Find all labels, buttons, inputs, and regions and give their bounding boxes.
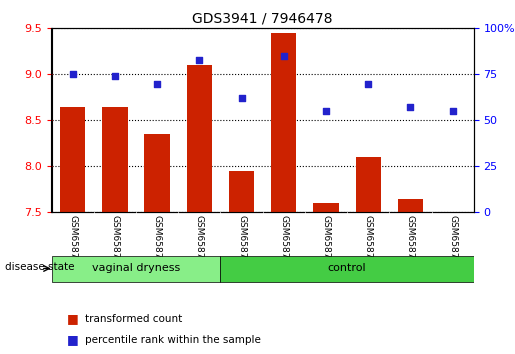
Text: percentile rank within the sample: percentile rank within the sample <box>85 335 261 345</box>
Text: GSM658731: GSM658731 <box>448 215 457 269</box>
Point <box>237 96 246 101</box>
Text: GSM658725: GSM658725 <box>279 215 288 269</box>
FancyBboxPatch shape <box>52 256 220 282</box>
Text: control: control <box>328 263 367 274</box>
Point <box>364 81 372 86</box>
Text: GSM658726: GSM658726 <box>321 215 331 269</box>
Bar <box>398 199 423 212</box>
Point <box>68 72 77 77</box>
Text: ■: ■ <box>67 333 79 346</box>
Bar <box>313 203 339 212</box>
Bar <box>355 157 381 212</box>
Title: GDS3941 / 7946478: GDS3941 / 7946478 <box>193 12 333 26</box>
Text: disease state: disease state <box>5 262 75 272</box>
Text: GSM658727: GSM658727 <box>152 215 162 269</box>
Point <box>449 108 457 114</box>
FancyBboxPatch shape <box>220 256 474 282</box>
Text: GSM658730: GSM658730 <box>406 215 415 269</box>
Bar <box>186 65 212 212</box>
Text: transformed count: transformed count <box>85 314 182 324</box>
Point <box>195 57 203 62</box>
Bar <box>144 134 170 212</box>
Point <box>280 53 288 59</box>
Point <box>111 73 119 79</box>
Text: GSM658724: GSM658724 <box>237 215 246 269</box>
Point <box>322 108 330 114</box>
Text: GSM658722: GSM658722 <box>68 215 77 269</box>
Text: GSM658723: GSM658723 <box>110 215 119 269</box>
Bar <box>229 171 254 212</box>
Point <box>406 105 415 110</box>
Text: GSM658728: GSM658728 <box>195 215 204 269</box>
Text: ■: ■ <box>67 312 79 325</box>
Text: vaginal dryness: vaginal dryness <box>92 263 180 274</box>
Bar <box>102 107 128 212</box>
Bar <box>271 33 297 212</box>
Text: GSM658729: GSM658729 <box>364 215 373 269</box>
Bar <box>60 107 85 212</box>
Point <box>153 81 161 86</box>
